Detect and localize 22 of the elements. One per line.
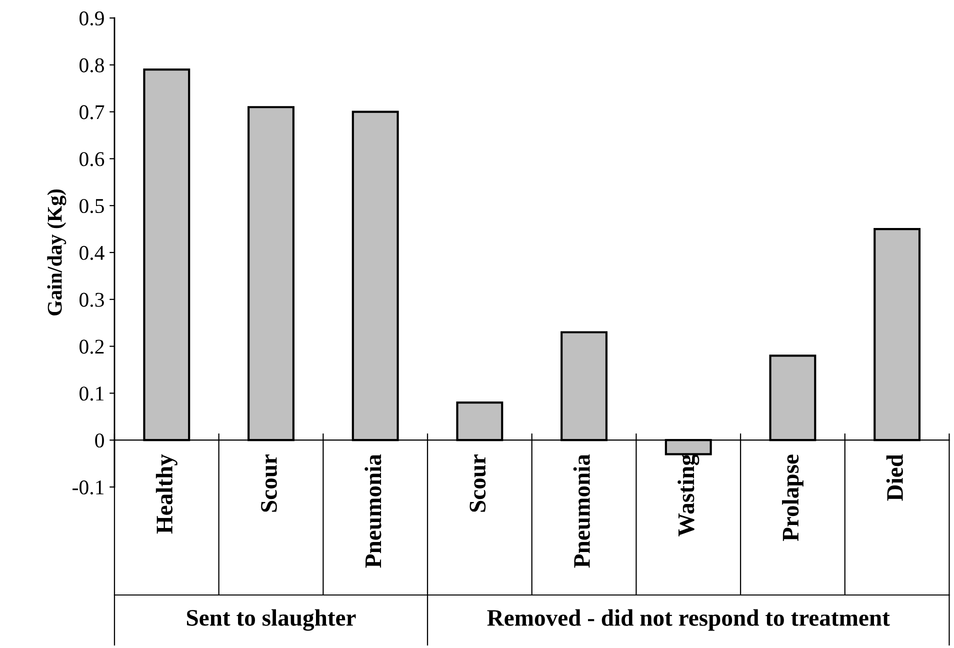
x-tick-label: Healthy xyxy=(156,454,178,534)
y-tick-label: 0.3 xyxy=(80,292,104,307)
y-tick-label: 0.2 xyxy=(80,340,104,354)
x-tick-label: Scour xyxy=(261,454,277,512)
y-tick-label: 0.7 xyxy=(80,105,104,120)
x-tick-label: Pneumonia xyxy=(364,454,382,568)
y-tick-label: -0.1 xyxy=(72,480,104,495)
y-tick-label: 0 xyxy=(95,433,104,448)
x-tick-label: Scour xyxy=(470,454,486,512)
y-tick-label: 0.4 xyxy=(80,246,104,260)
x-tick-label: Died xyxy=(886,454,903,501)
text: Sent to slaughter xyxy=(186,609,356,631)
text: Removed - did not respond to treatment xyxy=(487,609,890,631)
y-axis-title: Gain/day (Kg) xyxy=(47,189,66,316)
y-tick-label: 0.8 xyxy=(80,58,104,72)
x-tick-label: Prolapse xyxy=(782,454,804,542)
x-tick-label: Pneumonia xyxy=(573,454,590,568)
x-tick-label: Wasting xyxy=(678,454,700,536)
y-tick-label: 0.1 xyxy=(80,386,104,401)
y-tick-label: 0.9 xyxy=(80,11,104,26)
y-tick-label: 0.6 xyxy=(80,152,104,166)
y-tick-label: 0.5 xyxy=(80,198,104,214)
